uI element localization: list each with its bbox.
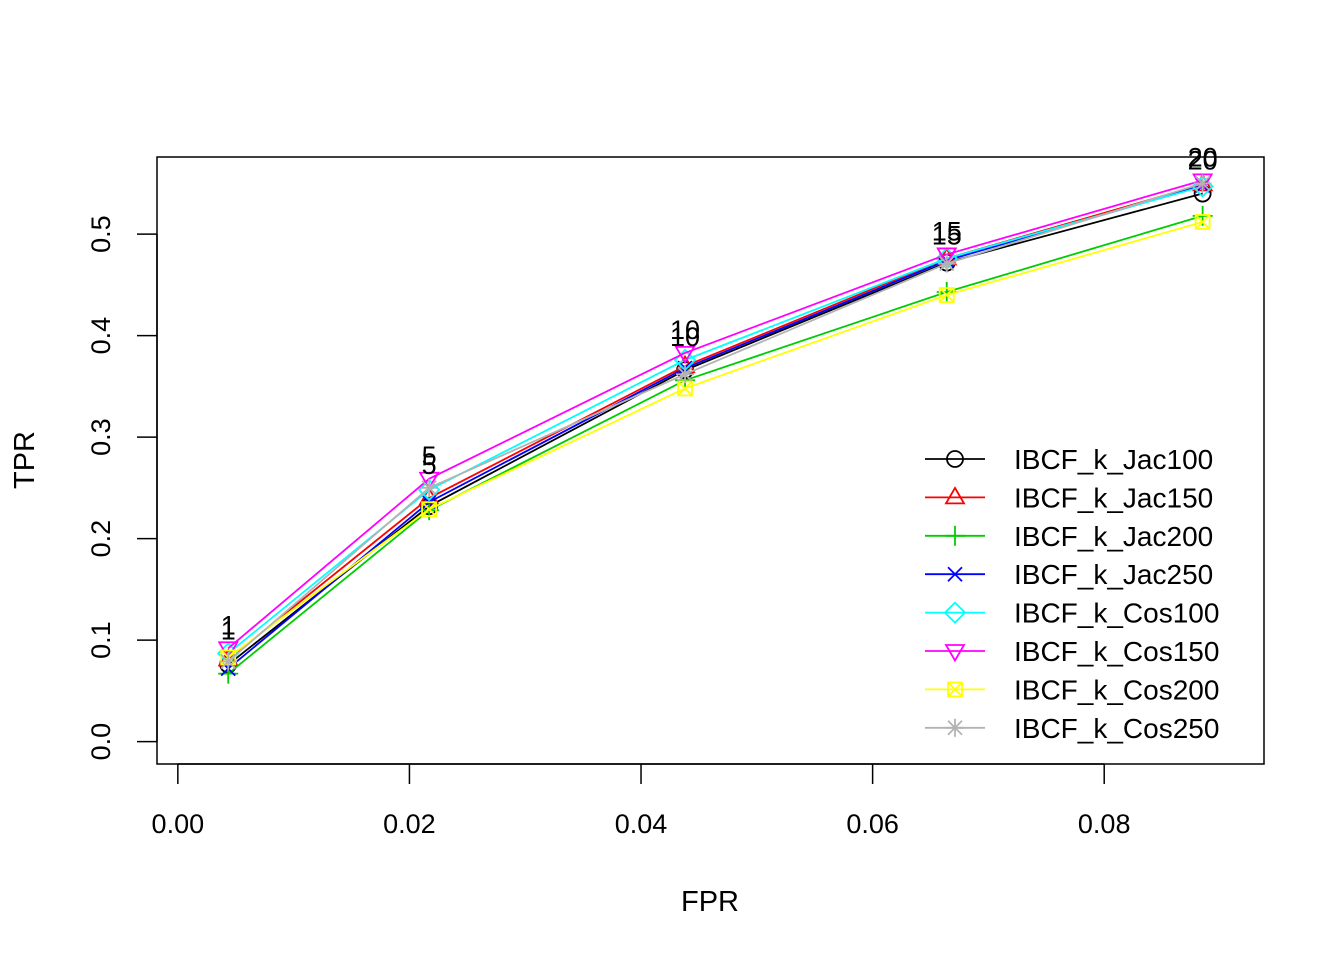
series-line: [227, 184, 1203, 670]
y-tick-label: 0.1: [86, 621, 116, 659]
data-point: [936, 247, 958, 266]
data-point: [417, 478, 441, 502]
point-label: 5: [422, 441, 437, 471]
legend-label: IBCF_k_Cos150: [1014, 636, 1219, 667]
legend-label: IBCF_k_Jac100: [1014, 444, 1213, 475]
data-point: [1193, 174, 1212, 193]
series-IBCF_k_Cos250: [219, 174, 1212, 671]
x-tick-label: 0.00: [152, 809, 205, 839]
series-line: [227, 221, 1203, 659]
legend-marker: [947, 566, 963, 582]
series-line: [227, 185, 1203, 655]
legend-item-IBCF_k_Jac150[interactable]: IBCF_k_Jac150: [925, 482, 1213, 513]
x-tick-label: 0.06: [846, 809, 899, 839]
legend-marker: [943, 601, 967, 624]
y-tick-label: 0.4: [86, 317, 116, 355]
data-point: [219, 652, 238, 671]
point-label: 5: [422, 450, 437, 480]
data-point: [420, 478, 439, 497]
point-label: 1: [221, 610, 236, 640]
legend-label: IBCF_k_Cos200: [1014, 674, 1219, 705]
data-point: [418, 471, 440, 491]
point-label: 20: [1188, 145, 1218, 175]
point-label: 15: [932, 216, 962, 246]
legend-label: IBCF_k_Cos100: [1014, 598, 1219, 629]
point-label: 10: [670, 315, 700, 345]
legend-marker: [946, 718, 964, 737]
legend-item-IBCF_k_Cos250[interactable]: IBCF_k_Cos250: [925, 713, 1219, 744]
legend-marker: [944, 644, 966, 663]
legend-item-IBCF_k_Cos150[interactable]: IBCF_k_Cos150: [925, 636, 1219, 667]
data-point: [938, 287, 955, 303]
series-IBCF_k_Jac150: [217, 173, 1214, 667]
point-label: 10: [670, 322, 700, 352]
legend-item-IBCF_k_Cos200[interactable]: IBCF_k_Cos200: [925, 674, 1219, 705]
data-point: [1192, 173, 1214, 192]
y-axis-title: TPR: [9, 431, 41, 489]
series-line: [227, 179, 1203, 649]
data-point: [674, 346, 696, 365]
y-tick-label: 0.3: [86, 418, 116, 456]
point-label: 1: [221, 615, 236, 645]
y-tick-label: 0.0: [86, 723, 116, 761]
series-layer: [216, 173, 1214, 684]
data-point: [421, 501, 438, 518]
x-axis-title: FPR: [681, 886, 739, 918]
legend-label: IBCF_k_Jac200: [1014, 521, 1213, 552]
legend-item-IBCF_k_Jac100[interactable]: IBCF_k_Jac100: [925, 444, 1213, 475]
x-tick-label: 0.02: [383, 809, 436, 839]
legend-label: IBCF_k_Cos250: [1014, 713, 1219, 744]
legend-label: IBCF_k_Jac250: [1014, 559, 1213, 590]
legend-item-IBCF_k_Jac250[interactable]: IBCF_k_Jac250: [925, 559, 1213, 590]
data-point: [937, 254, 956, 273]
y-tick-label: 0.2: [86, 520, 116, 558]
legend-marker: [944, 486, 966, 505]
legend-marker: [947, 681, 963, 698]
point-label: 15: [932, 221, 962, 251]
data-point: [1194, 214, 1211, 230]
legend-marker: [945, 525, 965, 546]
legend-marker: [946, 450, 964, 468]
y-tick-label: 0.5: [86, 215, 116, 253]
legend-item-IBCF_k_Jac200[interactable]: IBCF_k_Jac200: [925, 521, 1213, 552]
series-IBCF_k_Cos100: [216, 175, 1214, 665]
data-point: [676, 365, 695, 384]
legend[interactable]: IBCF_k_Jac100 IBCF_k_Jac150 IBCF_k_Jac200 I…: [925, 444, 1219, 744]
y-axis: 0.0 0.1 0.2 0.3 0.4 0.5: [86, 215, 158, 761]
x-axis: 0.00 0.02 0.04 0.06 0.08: [152, 763, 1131, 839]
legend-label: IBCF_k_Jac150: [1014, 482, 1213, 513]
legend-item-IBCF_k_Cos100[interactable]: IBCF_k_Cos100: [925, 598, 1219, 629]
x-tick-label: 0.04: [615, 809, 668, 839]
x-tick-label: 0.08: [1078, 809, 1131, 839]
series-IBCF_k_Cos150: [217, 173, 1214, 660]
